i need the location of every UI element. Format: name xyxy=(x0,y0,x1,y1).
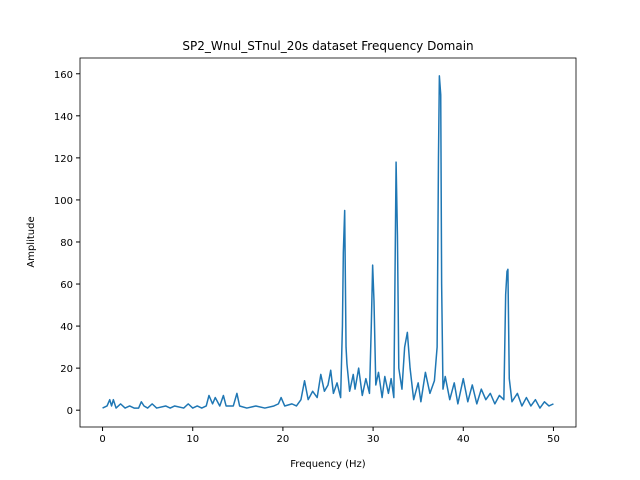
y-tick-label: 120 xyxy=(54,154,73,165)
y-axis-label: Amplitude xyxy=(26,216,37,267)
plot-frame xyxy=(79,57,577,428)
y-tick-label: 40 xyxy=(60,322,73,333)
x-tick-label: 50 xyxy=(547,434,560,445)
x-tick-label: 30 xyxy=(367,434,380,445)
y-tick-label: 60 xyxy=(60,280,73,291)
x-tick-label: 20 xyxy=(277,434,290,445)
y-tick-label: 100 xyxy=(54,196,73,207)
x-axis-label: Frequency (Hz) xyxy=(290,459,366,470)
data-line xyxy=(102,75,554,409)
chart-title: SP2_Wnul_STnul_20s dataset Frequency Dom… xyxy=(182,39,473,53)
y-tick-label: 80 xyxy=(60,238,73,249)
y-tick-label: 160 xyxy=(54,70,73,81)
y-tick-label: 0 xyxy=(67,406,73,417)
x-tick-label: 40 xyxy=(457,434,470,445)
x-tick-label: 0 xyxy=(99,434,105,445)
y-tick-label: 20 xyxy=(60,364,73,375)
y-tick-label: 140 xyxy=(54,112,73,123)
x-tick-label: 10 xyxy=(186,434,199,445)
